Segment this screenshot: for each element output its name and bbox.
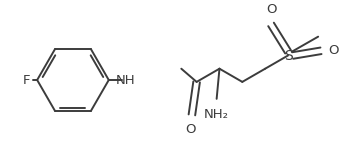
Text: O: O bbox=[266, 3, 276, 16]
Text: S: S bbox=[284, 49, 292, 63]
Text: O: O bbox=[329, 44, 339, 57]
Text: NH₂: NH₂ bbox=[204, 108, 229, 121]
Text: F: F bbox=[23, 73, 30, 86]
Text: O: O bbox=[185, 123, 195, 136]
Text: NH: NH bbox=[116, 73, 135, 86]
